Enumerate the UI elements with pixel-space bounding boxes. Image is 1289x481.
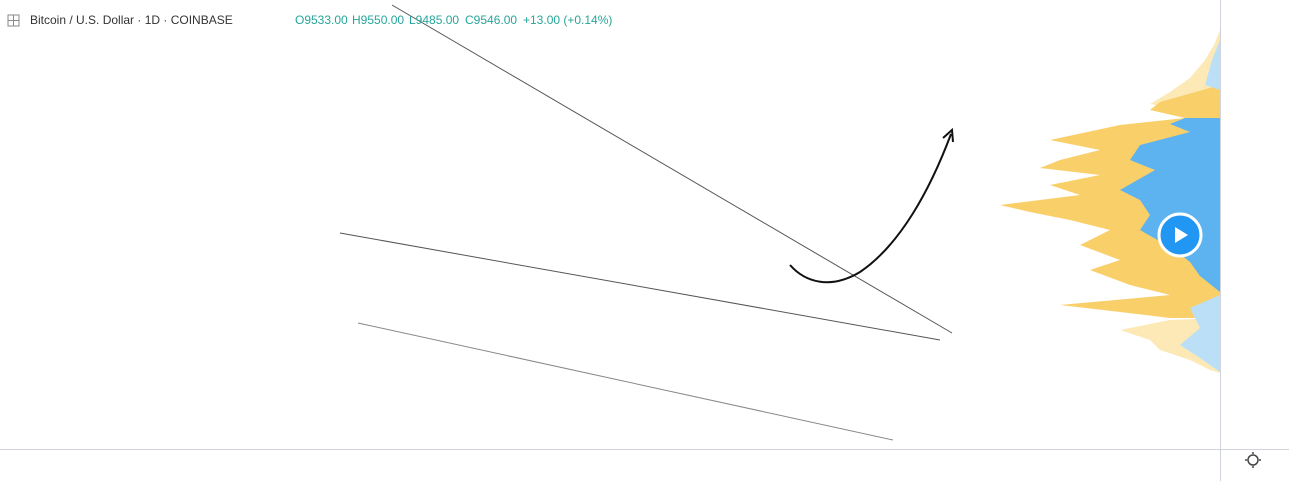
trendline <box>339 232 941 341</box>
arrow <box>789 133 952 284</box>
ohlc-change: +13.00 (+0.14%) <box>523 13 612 27</box>
settings-icon-teeth <box>1245 452 1261 468</box>
profile-pale-yellow-low <box>1120 318 1220 373</box>
ohlc-high: H9550.00 <box>352 13 404 27</box>
trendline <box>357 322 894 441</box>
profile-pale-blue-low <box>1180 295 1220 372</box>
chart-title: Bitcoin / U.S. Dollar · 1D · COINBASE <box>30 13 233 27</box>
volume-profile <box>1000 30 1220 373</box>
ohlc-close: C9546.00 <box>465 13 517 27</box>
arrow-head <box>942 127 954 143</box>
profile-pale-blue <box>1205 40 1220 90</box>
ohlc-open: O9533.00 <box>295 13 348 27</box>
drawings <box>339 4 954 441</box>
ohlc-low: L9485.00 <box>409 13 459 27</box>
settings-icon[interactable] <box>1247 454 1259 466</box>
play-icon <box>1175 227 1188 243</box>
trendline <box>391 4 953 334</box>
